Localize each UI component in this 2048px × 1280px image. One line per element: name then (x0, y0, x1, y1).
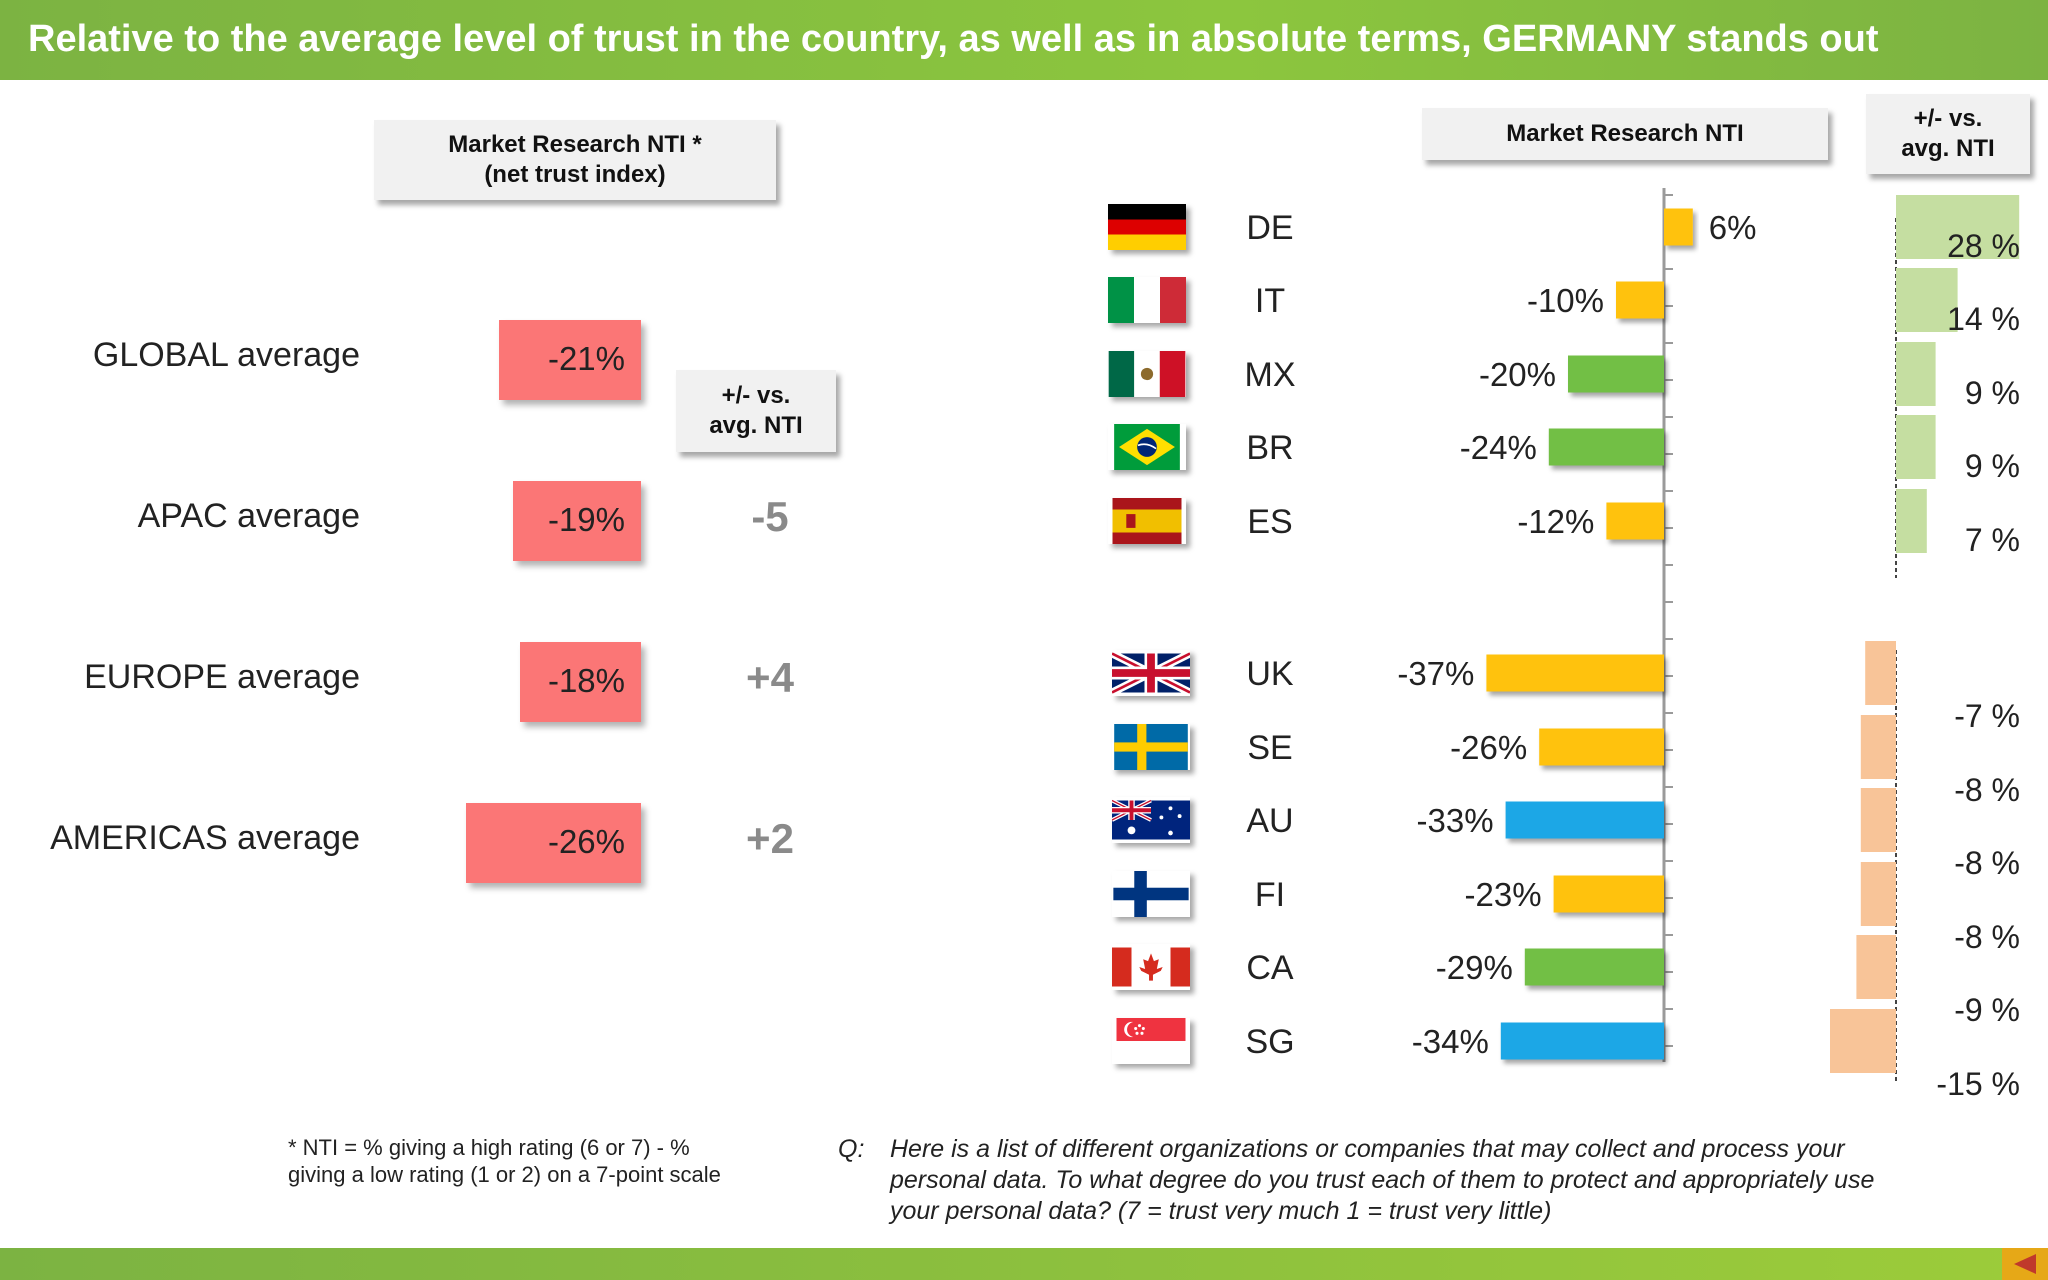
diff-value-label: -8 % (1954, 919, 2020, 955)
country-code-label: ES (1247, 503, 1292, 541)
footer-bar (0, 1248, 2048, 1280)
nti-value-label: -24% (1460, 429, 1537, 466)
survey-question: Here is a list of different organization… (890, 1135, 1875, 1225)
average-diff-value: +4 (746, 654, 794, 701)
nti-bar (1500, 1022, 1664, 1060)
nti-value-label: -10% (1527, 282, 1604, 319)
average-label: GLOBAL average (92, 336, 360, 374)
diff-bar (1896, 195, 2020, 259)
spain-flag-icon (1108, 498, 1186, 544)
average-value-label: -26% (547, 823, 625, 860)
diff-bar (1860, 715, 1896, 779)
nti-bar (1553, 875, 1664, 913)
diff-value-label: 9 % (1965, 375, 2020, 411)
italy-flag-icon (1108, 277, 1186, 323)
country-code-label: UK (1246, 655, 1294, 693)
country-code-label: DE (1246, 209, 1293, 247)
diff-bar (1860, 788, 1896, 852)
diff-bar (1856, 935, 1896, 999)
nti-value-label: -34% (1412, 1023, 1489, 1060)
question-prefix: Q: (838, 1135, 865, 1163)
nti-value-label: -23% (1465, 876, 1542, 913)
nti-value-label: -20% (1479, 356, 1556, 393)
country-code-label: SE (1247, 729, 1292, 767)
singapore-flag-icon (1112, 1018, 1190, 1064)
country-code-label: BR (1246, 429, 1293, 467)
diff-value-label: 9 % (1965, 448, 2020, 484)
diff-bar (1896, 415, 1936, 479)
nti-bar (1548, 428, 1664, 466)
nti-value-label: -12% (1517, 503, 1594, 540)
average-label: AMERICAS average (50, 819, 360, 857)
average-value-label: -19% (547, 501, 625, 538)
right-diff-header: +/- vs. avg. NTI (1866, 94, 2030, 174)
average-bar: -19% (512, 481, 641, 561)
nti-value-label: -26% (1450, 729, 1527, 766)
average-bar: -21% (499, 320, 641, 400)
canada-flag-icon (1112, 944, 1190, 990)
germany-flag-icon (1108, 204, 1186, 250)
diff-value-label: -9 % (1954, 992, 2020, 1028)
australia-flag-icon (1112, 797, 1190, 843)
nti-bar (1505, 801, 1664, 839)
diff-value-label: -7 % (1954, 698, 2020, 734)
nti-value-label: 6% (1709, 209, 1757, 246)
average-value-label: -21% (547, 340, 625, 377)
left-diff-header: +/- vs. avg. NTI (676, 370, 836, 452)
nti-bar (1606, 502, 1664, 540)
diff-value-label: -8 % (1954, 772, 2020, 808)
right-nti-header: Market Research NTI (1422, 108, 1828, 160)
nti-value-label: -33% (1417, 802, 1494, 839)
average-label: APAC average (137, 497, 360, 535)
nti-bar (1486, 654, 1664, 692)
nti-bar (1524, 948, 1664, 986)
diff-bar (1896, 342, 1936, 406)
left-nti-header: Market Research NTI * (net trust index) (374, 120, 776, 200)
diff-value-label: -8 % (1954, 845, 2020, 881)
country-code-label: FI (1255, 876, 1285, 914)
diff-bar (1860, 862, 1896, 926)
average-label: EUROPE average (84, 658, 360, 696)
diff-bar (1830, 1009, 1896, 1073)
page-title: Relative to the average level of trust i… (28, 18, 1879, 60)
country-code-label: MX (1245, 356, 1296, 394)
previous-slide-button[interactable] (2002, 1248, 2048, 1280)
average-value-label: -18% (547, 662, 625, 699)
diff-bar (1865, 641, 1896, 705)
country-code-label: CA (1246, 949, 1294, 987)
average-bar: -18% (519, 642, 641, 722)
diff-value-label: 14 % (1947, 301, 2020, 337)
brazil-flag-icon (1108, 424, 1186, 470)
nti-footnote: * NTI = % giving a high rating (6 or 7) … (288, 1135, 721, 1187)
country-code-label: SG (1245, 1023, 1294, 1061)
nti-value-label: -29% (1436, 949, 1513, 986)
nti-bar (1568, 355, 1664, 393)
title-bar: Relative to the average level of trust i… (0, 0, 2048, 80)
country-code-label: IT (1255, 282, 1285, 320)
diff-value-label: 7 % (1965, 522, 2020, 558)
uk-flag-icon (1112, 650, 1190, 696)
nti-bar (1539, 728, 1664, 766)
diff-value-label: 28 % (1947, 228, 2020, 264)
mexico-flag-icon (1108, 351, 1186, 397)
sweden-flag-icon (1112, 724, 1190, 770)
average-bar: -26% (465, 803, 641, 883)
diff-bar (1896, 489, 1927, 553)
diff-value-label: -15 % (1936, 1066, 2020, 1102)
finland-flag-icon (1112, 871, 1190, 917)
nti-bar (1616, 281, 1664, 319)
nti-bar (1664, 208, 1693, 246)
average-diff-value: +2 (746, 815, 794, 862)
country-code-label: AU (1246, 802, 1293, 840)
average-diff-value: -5 (751, 493, 789, 540)
diff-bar (1896, 268, 1958, 332)
nti-value-label: -37% (1397, 655, 1474, 692)
